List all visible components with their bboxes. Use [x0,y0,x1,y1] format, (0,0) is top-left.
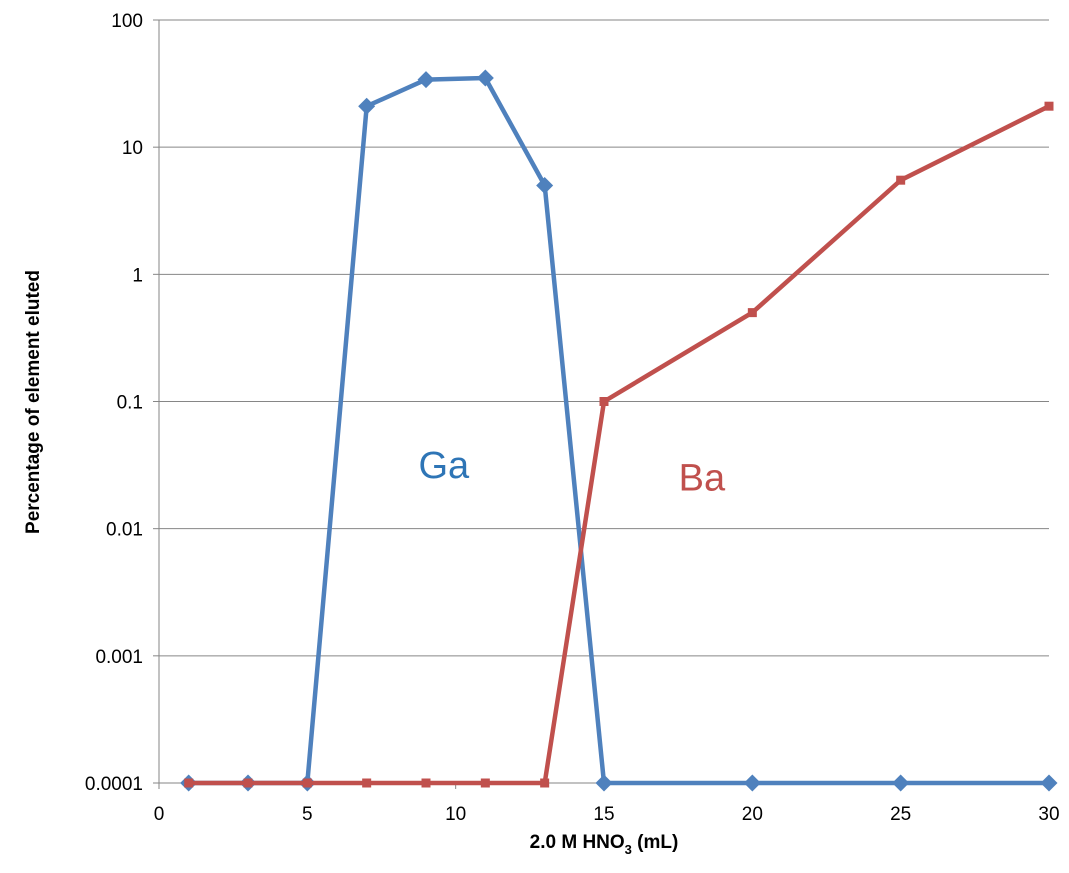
x-tick-label: 10 [445,804,466,825]
data-point-ba [362,778,372,788]
data-point-ba [302,778,312,788]
y-tick-label: 100 [111,11,143,32]
data-point-ga [595,774,613,792]
y-tick-label: 0.1 [117,393,143,414]
x-tick-label: 30 [1038,804,1059,825]
y-tick-label: 1 [132,265,143,286]
grid-lines [159,19,1049,657]
data-point-ba [421,778,431,788]
y-tick-label: 0.0001 [85,774,143,795]
series-layer [180,69,1058,792]
series-ba [184,101,1054,788]
data-point-ba [243,778,253,788]
data-point-ba [480,778,490,788]
annotations: Ga Ba [418,445,726,499]
x-tick-label: 20 [742,804,763,825]
x-tick-label: 5 [302,804,313,825]
y-tick-label: 0.001 [95,647,143,668]
y-axis-title: Percentage of element eluted [23,270,44,534]
series-label-ga: Ga [418,445,470,487]
y-tick-label: 10 [122,138,143,159]
data-point-ga [358,97,376,115]
data-point-ba [1044,101,1054,111]
data-point-ba [599,397,609,406]
tick-labels: 0.0001 0.001 0.01 0.1 1 10 100 0 5 10 15 20 25 30 [85,11,1060,825]
y-tick-label: 0.01 [106,520,143,541]
series-label-ba: Ba [679,457,726,499]
data-point-ga [892,774,910,792]
data-point-ga [743,774,761,792]
x-tick-label: 25 [890,804,911,825]
series-ga [180,69,1058,792]
data-point-ga [417,71,435,89]
x-axis-title: 2.0 M HNO3 (mL) [530,832,679,857]
data-point-ga [476,69,494,87]
data-point-ba [747,308,757,318]
data-point-ba [540,778,550,788]
x-tick-label: 0 [154,804,165,825]
x-tick-label: 15 [593,804,614,825]
data-point-ba [896,175,906,185]
data-point-ba [184,778,194,788]
data-point-ga [536,176,554,194]
data-point-ga [1040,774,1058,792]
series-line-ga [188,75,1049,786]
